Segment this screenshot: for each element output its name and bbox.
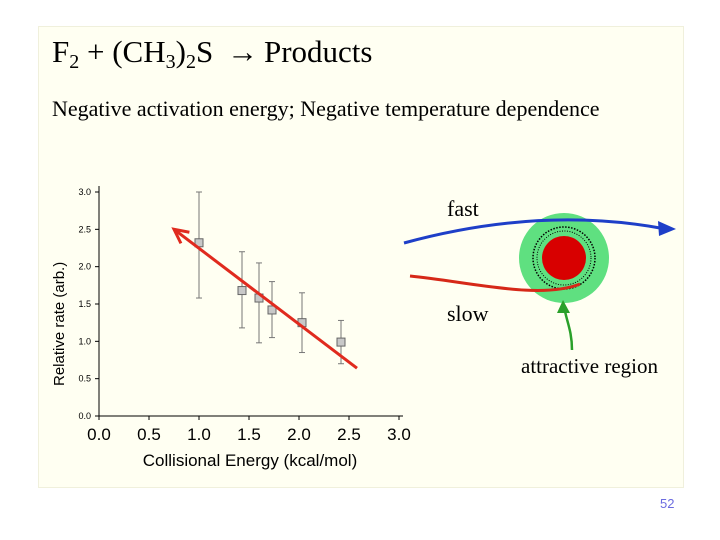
page-number: 52 xyxy=(660,496,675,511)
x-tick-label: 2.5 xyxy=(337,425,361,444)
fast-label: fast xyxy=(447,196,479,221)
y-tick-label: 0.0 xyxy=(78,411,91,421)
attractive-region-label: attractive region xyxy=(521,354,659,378)
reactive-core xyxy=(542,236,586,280)
x-tick-label: 2.0 xyxy=(287,425,311,444)
y-tick-label: 2.0 xyxy=(78,262,91,272)
y-tick-label: 2.5 xyxy=(78,224,91,234)
slow-label: slow xyxy=(447,301,489,326)
x-tick-label: 1.5 xyxy=(237,425,261,444)
y-tick-label: 1.0 xyxy=(78,336,91,346)
slow-trajectory xyxy=(409,274,581,292)
y-tick-label: 0.5 xyxy=(78,374,91,384)
trend-arrow-line xyxy=(173,228,358,370)
data-point xyxy=(267,305,277,315)
slide-subtitle: Negative activation energy; Negative tem… xyxy=(52,96,600,121)
slide-title: F2 + (CH3)2S → Products xyxy=(52,34,373,73)
x-tick-label: 0.5 xyxy=(137,425,161,444)
x-tick-label: 3.0 xyxy=(387,425,411,444)
y-tick-label: 1.5 xyxy=(78,299,91,309)
arrow-icon: → xyxy=(226,34,258,69)
y-tick-label: 3.0 xyxy=(78,187,91,197)
data-point xyxy=(237,286,247,296)
data-point xyxy=(336,337,346,347)
x-axis-label: Collisional Energy (kcal/mol) xyxy=(143,451,357,470)
fast-arrowhead xyxy=(658,221,676,236)
pointer-arrowhead xyxy=(557,300,570,313)
x-tick-label: 1.0 xyxy=(187,425,211,444)
dotted-ring-inner xyxy=(536,230,592,286)
x-tick-label: 0.0 xyxy=(87,425,111,444)
fast-trajectory xyxy=(403,218,661,245)
y-axis-label: Relative rate (arb.) xyxy=(51,262,68,386)
trend-arrowhead xyxy=(171,227,190,245)
